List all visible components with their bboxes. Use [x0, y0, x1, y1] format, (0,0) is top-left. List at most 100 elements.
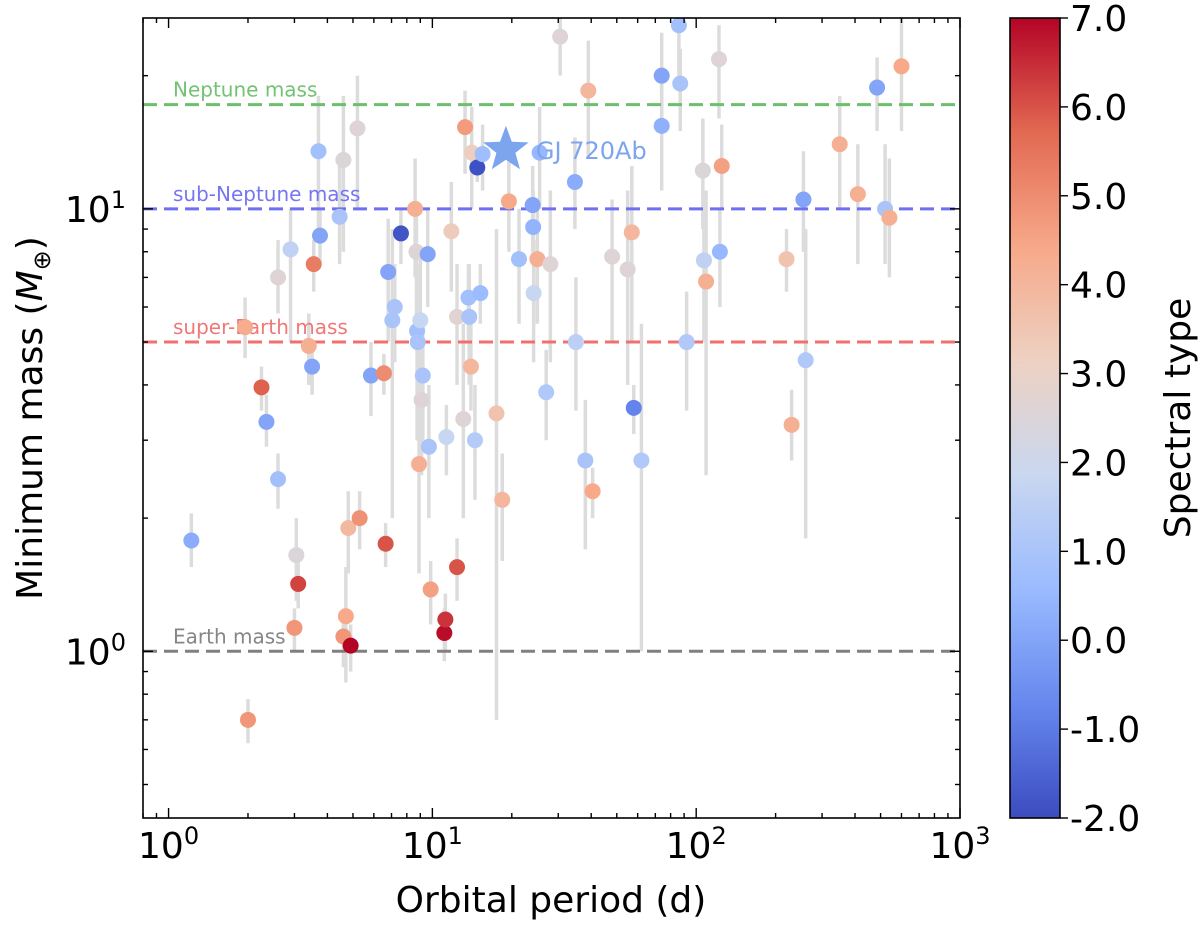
x-axis-label: Orbital period (d) — [396, 880, 707, 921]
planet-point-20 — [340, 519, 357, 536]
planet-point-1 — [237, 319, 254, 336]
y-tick-base-1: 10 — [65, 190, 111, 231]
y-tick-base-0: 10 — [65, 632, 111, 673]
planet-point-25 — [375, 365, 392, 382]
highlight-label: GJ 720Ab — [536, 137, 647, 165]
planet-point-66 — [531, 144, 548, 161]
planet-point-49 — [457, 119, 474, 136]
planet-point-59 — [494, 491, 511, 508]
planet-point-41 — [422, 581, 439, 598]
x-tick-label-2: 102 — [666, 822, 727, 867]
planet-point-43 — [437, 611, 454, 628]
planet-point-61 — [511, 251, 528, 268]
planet-point-65 — [529, 251, 546, 268]
planet-point-77 — [623, 224, 640, 241]
neptune-label: Neptune mass — [173, 78, 317, 102]
planet-point-68 — [542, 256, 559, 273]
planet-point-93 — [795, 191, 812, 208]
planet-point-80 — [653, 67, 670, 84]
planet-point-79 — [633, 452, 650, 469]
planet-point-22 — [349, 120, 366, 137]
planet-point-48 — [455, 411, 472, 428]
planet-point-52 — [462, 358, 479, 375]
colorbar-tick-label-2: 0.0 — [1070, 621, 1127, 662]
y-axis-label-subscript: ⊕ — [28, 250, 56, 270]
planet-point-10 — [290, 575, 307, 592]
planet-point-60 — [500, 193, 517, 210]
planet-point-51 — [461, 308, 478, 325]
planet-point-63 — [525, 218, 542, 235]
planet-point-28 — [384, 312, 401, 329]
planet-point-46 — [449, 559, 466, 576]
planet-point-76 — [619, 261, 636, 278]
y-axis-label-symbol: M — [10, 270, 51, 301]
colorbar-tick-label-9: 7.0 — [1070, 0, 1127, 40]
planet-point-90 — [713, 157, 730, 174]
planet-point-9 — [288, 547, 305, 564]
colorbar-tick-label-1: -1.0 — [1070, 710, 1140, 751]
planet-point-74 — [584, 483, 601, 500]
planet-point-55 — [469, 159, 486, 176]
planet-point-69 — [552, 28, 569, 45]
colorbar-tick-label-6: 4.0 — [1070, 266, 1127, 307]
planet-point-83 — [672, 75, 689, 92]
y-axis-label-text: Minimum mass ( — [10, 301, 51, 599]
planet-point-37 — [413, 391, 430, 408]
planet-point-45 — [443, 223, 460, 240]
colorbar-tick-label-5: 3.0 — [1070, 355, 1127, 396]
planet-point-89 — [711, 243, 728, 260]
y-axis-label: Minimum mass (M⊕) — [10, 236, 56, 600]
planet-point-96 — [849, 186, 866, 203]
colorbar-tick-label-7: 5.0 — [1070, 177, 1127, 218]
data-points — [183, 17, 910, 728]
planet-point-2 — [239, 711, 256, 728]
planet-point-12 — [304, 358, 321, 375]
planet-point-73 — [580, 82, 597, 99]
colorbar-tick-label-4: 2.0 — [1070, 443, 1127, 484]
planet-point-44 — [438, 429, 455, 446]
reference-lines: Neptune mass sub-Neptune mass super-Earth … — [143, 78, 960, 653]
x-tick-base-0: 10 — [138, 826, 184, 867]
colorbar: -2.0 -1.0 0.0 1.0 2.0 3.0 4.0 5.0 6.0 7.0 Spectra… — [1009, 0, 1199, 840]
planet-point-75 — [604, 248, 621, 265]
x-tick-base-3: 10 — [929, 826, 975, 867]
highlight-planet: GJ 720Ab — [483, 125, 647, 170]
sub-neptune-label: sub-Neptune mass — [173, 182, 360, 206]
x-tick-base-1: 10 — [402, 826, 448, 867]
y-tick-exp-0: 0 — [111, 628, 126, 656]
planet-point-42 — [436, 624, 453, 641]
planet-point-81 — [653, 117, 670, 134]
x-tick-label-3: 103 — [929, 822, 990, 867]
highlight-star-marker — [483, 125, 529, 170]
planet-point-54 — [466, 432, 483, 449]
x-tick-base-2: 10 — [666, 826, 712, 867]
planet-point-4 — [258, 413, 275, 430]
y-tick-label-0: 100 — [65, 628, 126, 673]
planet-point-16 — [331, 208, 348, 225]
x-tick-label-0: 100 — [138, 822, 199, 867]
planet-point-84 — [678, 334, 695, 351]
plot-frame — [142, 17, 961, 819]
planet-point-0 — [183, 532, 200, 549]
planet-point-15 — [312, 227, 329, 244]
planet-point-27 — [380, 263, 397, 280]
planet-point-56 — [472, 285, 489, 302]
planet-point-26 — [377, 535, 394, 552]
y-tick-exp-1: 1 — [111, 186, 126, 214]
x-tick-exp-3: 3 — [975, 822, 990, 850]
planet-point-72 — [577, 452, 594, 469]
planet-point-88 — [710, 51, 727, 68]
planet-point-38 — [414, 367, 431, 384]
colorbar-gradient — [1009, 17, 1061, 819]
y-axis-label-close: ) — [10, 236, 51, 250]
planet-point-23 — [351, 510, 368, 527]
planet-point-11 — [300, 337, 317, 354]
planet-point-3 — [253, 379, 270, 396]
planet-point-39 — [419, 246, 436, 263]
planet-point-95 — [831, 136, 848, 153]
axis-ticks — [142, 18, 961, 818]
planet-point-67 — [538, 384, 555, 401]
planet-point-19 — [337, 608, 354, 625]
planet-point-14 — [310, 143, 327, 160]
